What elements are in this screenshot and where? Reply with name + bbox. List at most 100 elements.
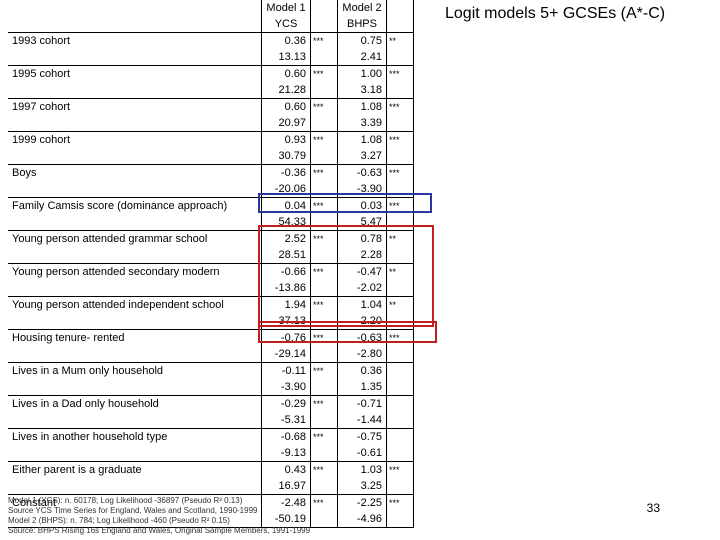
tstat-m1: 20.97 <box>262 115 311 132</box>
tstat-m1: 16.97 <box>262 478 311 495</box>
tstat-m2: -4.96 <box>338 511 387 528</box>
header-blank <box>8 0 262 16</box>
tstat-m1: 28.51 <box>262 247 311 264</box>
coef-m2: 0.78 <box>338 231 387 248</box>
tstat-m2: -3.90 <box>338 181 387 198</box>
footnote-line: Source: BHPS Rising 16s England and Wale… <box>8 526 310 536</box>
tstat-m2: 2.41 <box>338 49 387 66</box>
coef-m2: -0.63 <box>338 330 387 347</box>
header-model1a: Model 1 <box>262 0 311 16</box>
sig-m2: *** <box>387 66 414 83</box>
page-number: 33 <box>647 501 660 515</box>
header-bhps: BHPS <box>338 16 387 33</box>
tstat-m2: 5.47 <box>338 214 387 231</box>
tstat-m1: 13.13 <box>262 49 311 66</box>
sig-m2 <box>387 363 414 380</box>
tstat-m1: -5.31 <box>262 412 311 429</box>
coef-m2: 0.75 <box>338 33 387 50</box>
row-label: 1997 cohort <box>8 99 262 116</box>
header-ycs: YCS <box>262 16 311 33</box>
header-model2a: Model 2 <box>338 0 387 16</box>
tstat-m1: -29.14 <box>262 346 311 363</box>
coef-m1: 0.60 <box>262 66 311 83</box>
sig-m1: *** <box>311 264 338 281</box>
sig-m1: *** <box>311 462 338 479</box>
coef-m2: 0.03 <box>338 198 387 215</box>
tstat-m2: 3.18 <box>338 82 387 99</box>
coef-m1: 0.36 <box>262 33 311 50</box>
coef-m2: 0.36 <box>338 363 387 380</box>
footnote-line: Source YCS Time Series for England, Wale… <box>8 506 310 516</box>
sig-m2 <box>387 396 414 413</box>
regression-table: Model 1 Model 2 YCS BHPS 1993 cohort0.36… <box>8 0 414 528</box>
sig-m1: *** <box>311 363 338 380</box>
sig-m1: *** <box>311 132 338 149</box>
sig-m1: *** <box>311 198 338 215</box>
tstat-m1: -13.86 <box>262 280 311 297</box>
sig-m2: *** <box>387 198 414 215</box>
tstat-m1: 37.13 <box>262 313 311 330</box>
row-label: Lives in a Dad only household <box>8 396 262 413</box>
coef-m2: 1.00 <box>338 66 387 83</box>
row-label: 1999 cohort <box>8 132 262 149</box>
sig-m2: *** <box>387 330 414 347</box>
sig-m2: ** <box>387 297 414 314</box>
coef-m1: 0.43 <box>262 462 311 479</box>
sig-m1: *** <box>311 33 338 50</box>
row-label: Housing tenure- rented <box>8 330 262 347</box>
coef-m1: -0.29 <box>262 396 311 413</box>
tstat-m1: -20.06 <box>262 181 311 198</box>
sig-m2: ** <box>387 33 414 50</box>
coef-m2: 1.08 <box>338 99 387 116</box>
footnote-line: Model 1 (YCS): n. 60178; Log Likelihood … <box>8 496 310 506</box>
tstat-m2: -2.80 <box>338 346 387 363</box>
coef-m2: 1.08 <box>338 132 387 149</box>
tstat-m2: 3.27 <box>338 148 387 165</box>
tstat-m1: 21.28 <box>262 82 311 99</box>
coef-m1: -0.66 <box>262 264 311 281</box>
coef-m1: -0.36 <box>262 165 311 182</box>
sig-m1: *** <box>311 297 338 314</box>
row-label: Either parent is a graduate <box>8 462 262 479</box>
coef-m1: 0.04 <box>262 198 311 215</box>
sig-m1: *** <box>311 66 338 83</box>
coef-m1: -0.68 <box>262 429 311 446</box>
sig-m1: *** <box>311 99 338 116</box>
sig-m2: *** <box>387 495 414 512</box>
tstat-m2: -2.02 <box>338 280 387 297</box>
row-label: 1993 cohort <box>8 33 262 50</box>
sig-m1: *** <box>311 165 338 182</box>
tstat-m2: 2.28 <box>338 247 387 264</box>
row-label: Lives in a Mum only household <box>8 363 262 380</box>
sig-m2: ** <box>387 264 414 281</box>
sig-m2: *** <box>387 99 414 116</box>
sig-m1: *** <box>311 330 338 347</box>
tstat-m2: 2.20 <box>338 313 387 330</box>
footnotes: Model 1 (YCS): n. 60178; Log Likelihood … <box>8 496 310 536</box>
coef-m2: -2.25 <box>338 495 387 512</box>
coef-m2: 1.03 <box>338 462 387 479</box>
sig-m2: ** <box>387 231 414 248</box>
coef-m1: 0.60 <box>262 99 311 116</box>
coef-m2: -0.75 <box>338 429 387 446</box>
row-label: Young person attended secondary modern <box>8 264 262 281</box>
sig-m2 <box>387 429 414 446</box>
coef-m1: -0.76 <box>262 330 311 347</box>
sig-m2: *** <box>387 165 414 182</box>
tstat-m1: -9.13 <box>262 445 311 462</box>
coef-m2: 1.04 <box>338 297 387 314</box>
row-label: 1995 cohort <box>8 66 262 83</box>
row-label: Lives in another household type <box>8 429 262 446</box>
sig-m2: *** <box>387 132 414 149</box>
sig-m1: *** <box>311 429 338 446</box>
coef-m2: -0.71 <box>338 396 387 413</box>
tstat-m2: -0.61 <box>338 445 387 462</box>
coef-m1: -0.11 <box>262 363 311 380</box>
tstat-m2: 3.39 <box>338 115 387 132</box>
sig-m1: *** <box>311 495 338 512</box>
sig-m2: *** <box>387 462 414 479</box>
tstat-m2: 3.25 <box>338 478 387 495</box>
row-label: Young person attended grammar school <box>8 231 262 248</box>
coef-m1: 0.93 <box>262 132 311 149</box>
tstat-m1: -3.90 <box>262 379 311 396</box>
